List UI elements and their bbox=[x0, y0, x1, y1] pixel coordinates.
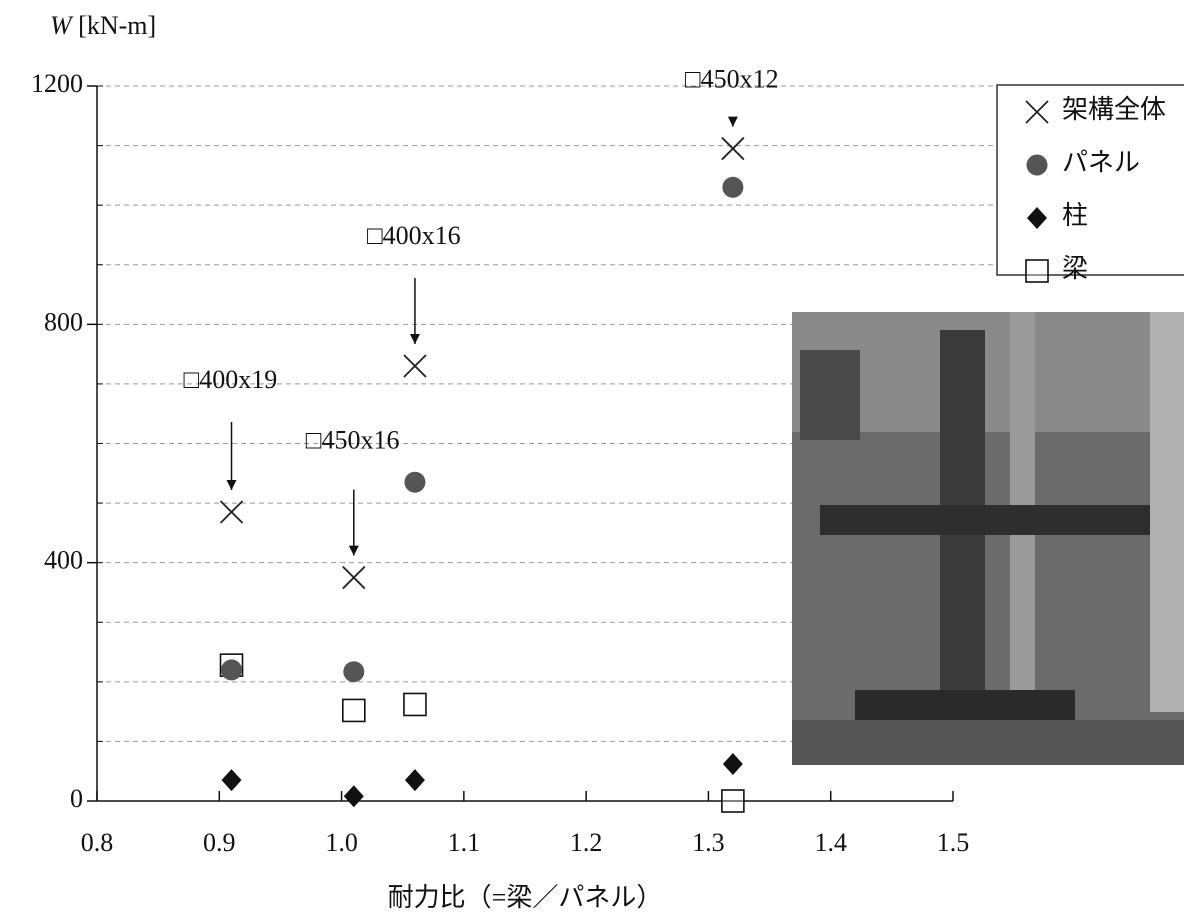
marker-diamond bbox=[405, 769, 425, 791]
arrow-head bbox=[728, 117, 738, 127]
marker-circle bbox=[343, 661, 364, 682]
x-label: 耐力比（=梁／パネル） bbox=[388, 883, 663, 912]
marker-square bbox=[722, 790, 744, 812]
x-tick-label: 1.1 bbox=[448, 828, 481, 857]
photo bbox=[792, 312, 1184, 765]
marker-square bbox=[1026, 260, 1048, 282]
annotation: □450x12 bbox=[685, 65, 779, 94]
marker-square bbox=[343, 699, 365, 721]
arrow-head bbox=[410, 334, 420, 344]
x-tick-label: 1.2 bbox=[570, 828, 603, 857]
marker-x bbox=[343, 567, 365, 589]
legend-label: 柱 bbox=[1062, 201, 1088, 230]
x-tick-label: 1.0 bbox=[325, 828, 358, 857]
marker-circle bbox=[1027, 155, 1048, 176]
x-tick-label: 1.4 bbox=[814, 828, 847, 857]
x-tick-label: 1.3 bbox=[692, 828, 725, 857]
legend-label: 架構全体 bbox=[1062, 95, 1166, 124]
arrow-head bbox=[227, 480, 237, 490]
y-label: W [kN-m] bbox=[50, 11, 156, 40]
marker-circle bbox=[221, 659, 242, 680]
y-label-symbol: W bbox=[50, 11, 74, 40]
marker-diamond bbox=[344, 785, 364, 807]
legend-label: パネル bbox=[1062, 148, 1140, 177]
marker-circle bbox=[404, 472, 425, 493]
y-tick-label: 1200 bbox=[31, 69, 83, 98]
y-label-unit: [kN-m] bbox=[78, 11, 156, 40]
x-tick-label: 0.8 bbox=[81, 828, 114, 857]
annotation: □400x19 bbox=[184, 365, 278, 394]
annotation: □400x16 bbox=[367, 221, 461, 250]
annotation: □450x16 bbox=[306, 426, 400, 455]
y-tick-label: 0 bbox=[70, 784, 83, 813]
marker-square bbox=[404, 693, 426, 715]
y-tick-label: 400 bbox=[44, 546, 83, 575]
x-tick-label: 0.9 bbox=[203, 828, 236, 857]
legend-label: 梁 bbox=[1062, 254, 1088, 283]
marker-x bbox=[722, 138, 744, 160]
marker-diamond bbox=[723, 753, 743, 775]
marker-diamond bbox=[222, 769, 242, 791]
chart: W [kN-m] 耐力比（=梁／パネル） 0 400 800 1200 0.8 0.9 1.… bbox=[0, 0, 1184, 922]
marker-circle bbox=[722, 177, 743, 198]
x-tick-label: 1.5 bbox=[937, 828, 970, 857]
marker-x bbox=[404, 355, 426, 377]
marker-x bbox=[221, 501, 243, 523]
arrow-head bbox=[349, 546, 359, 556]
y-tick-label: 800 bbox=[44, 307, 83, 336]
